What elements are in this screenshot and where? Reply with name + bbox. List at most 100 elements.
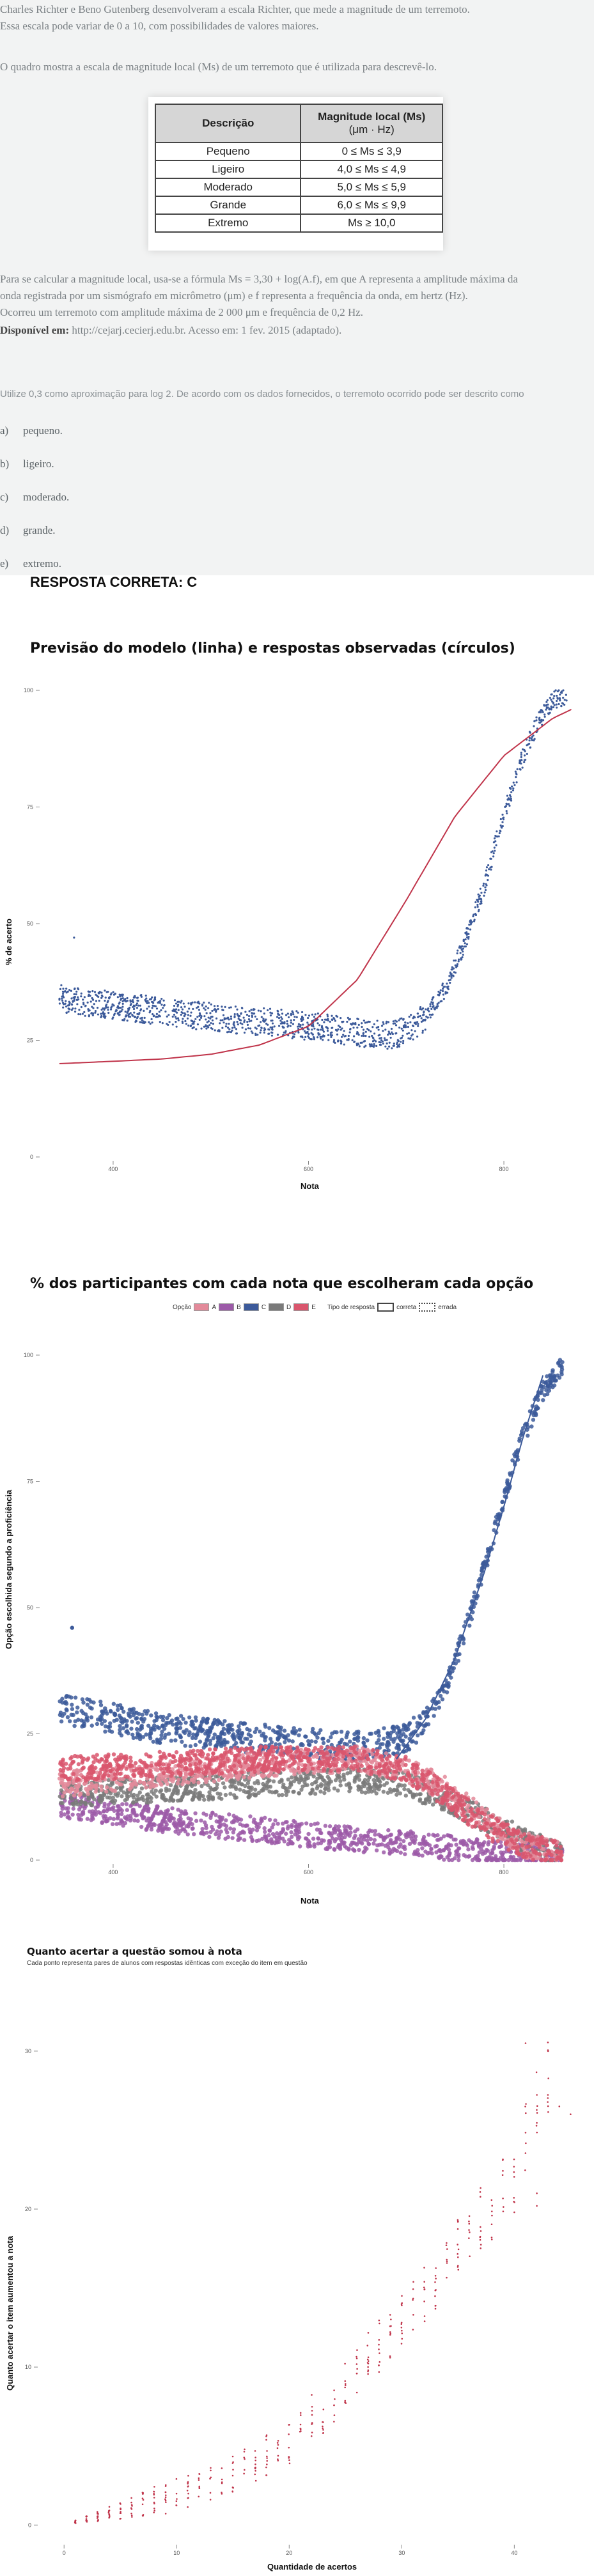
data-point	[207, 1025, 209, 1028]
data-point	[480, 892, 483, 894]
option-point-b	[224, 1824, 229, 1829]
option-point-b	[357, 1847, 361, 1852]
option-point-c	[162, 1735, 167, 1740]
data-point	[299, 1024, 302, 1027]
data-point	[441, 989, 444, 993]
option-point-c	[354, 1730, 359, 1734]
data-point	[281, 1018, 283, 1020]
data-point	[254, 1032, 257, 1035]
option-b[interactable]: b) ligeiro.	[0, 458, 54, 470]
data-point	[341, 1036, 343, 1038]
data-point	[392, 1022, 395, 1025]
data-point	[247, 1018, 251, 1021]
data-point	[370, 1030, 372, 1033]
option-point-d	[420, 1801, 425, 1806]
data-point	[494, 850, 496, 852]
option-point-b	[175, 1824, 180, 1829]
option-point-d	[301, 1784, 305, 1789]
data-point	[451, 966, 453, 968]
data-point	[97, 992, 100, 995]
data-point	[175, 1025, 178, 1028]
option-c[interactable]: c) moderado.	[0, 491, 69, 504]
option-point-c	[129, 1710, 134, 1715]
data-point	[81, 1013, 84, 1015]
option-point-b	[395, 1849, 400, 1854]
data-point	[515, 775, 517, 779]
option-point-c	[189, 1723, 194, 1727]
data-point	[132, 1007, 136, 1011]
option-point-b	[65, 1810, 70, 1815]
data-point	[300, 1018, 302, 1020]
data-point	[120, 993, 123, 996]
option-point-d	[471, 1801, 476, 1805]
data-point	[565, 694, 567, 696]
option-point-d	[105, 1795, 110, 1800]
option-point-b	[470, 1845, 475, 1849]
option-point-b	[107, 1807, 112, 1812]
data-point	[556, 694, 558, 697]
table-row: Pequeno 0 ≤ Ms ≤ 3,9	[154, 142, 443, 161]
data-point	[158, 1011, 160, 1013]
option-point-d	[286, 1777, 290, 1782]
option-point-a	[305, 1769, 310, 1774]
data-point	[91, 989, 94, 993]
option-point-d	[212, 1787, 216, 1792]
data-point	[371, 1034, 373, 1037]
data-point	[231, 1029, 233, 1032]
data-point	[533, 738, 536, 740]
data-point	[364, 1044, 367, 1047]
data-point	[142, 1020, 145, 1023]
option-point-b	[467, 1854, 472, 1858]
data-point	[80, 992, 82, 995]
data-point	[344, 1034, 347, 1037]
data-point	[140, 1021, 143, 1024]
option-point-d	[327, 1776, 332, 1781]
option-point-b	[267, 1828, 272, 1833]
option-point-c	[437, 1705, 442, 1710]
option-point-c	[269, 1740, 274, 1744]
data-point	[409, 1037, 412, 1040]
data-point	[78, 1009, 81, 1011]
legend-swatch-e	[293, 1303, 309, 1311]
option-e[interactable]: e) extremo.	[0, 557, 61, 570]
option-d[interactable]: d) grande.	[0, 524, 56, 537]
option-point-d	[377, 1787, 381, 1792]
option-letter: b)	[0, 458, 10, 470]
option-point-c	[129, 1726, 134, 1731]
data-point	[497, 835, 500, 838]
y-tick-label: 25	[27, 1037, 33, 1044]
option-point-b	[185, 1832, 190, 1836]
data-point	[489, 866, 492, 869]
legend-swatch-b	[219, 1303, 235, 1311]
data-point	[118, 1006, 121, 1009]
option-point-c	[65, 1715, 70, 1719]
option-point-d	[284, 1792, 289, 1797]
data-point	[263, 1031, 265, 1034]
data-point	[286, 1020, 288, 1023]
option-point-c	[109, 1730, 114, 1734]
option-a[interactable]: a) pequeno.	[0, 424, 63, 437]
data-point	[524, 759, 527, 761]
data-point	[160, 998, 163, 1000]
option-point-a	[144, 1785, 148, 1790]
option-point-d	[148, 1799, 153, 1804]
data-point	[428, 1010, 430, 1013]
data-point	[82, 1002, 85, 1004]
option-point-a	[62, 1790, 66, 1795]
data-point	[80, 995, 82, 998]
option-point-c	[348, 1739, 352, 1744]
option-point-b	[110, 1822, 115, 1826]
data-point	[63, 1003, 65, 1005]
data-point	[528, 731, 531, 733]
data-point	[411, 1024, 414, 1027]
data-point	[356, 1027, 359, 1029]
data-point	[539, 710, 542, 713]
data-point	[405, 1026, 407, 1028]
option-point-a	[316, 1769, 321, 1773]
option-point-b	[420, 1846, 425, 1851]
option-point-a	[272, 1773, 277, 1778]
data-point	[379, 1037, 381, 1040]
source-link[interactable]: http://cejarj.cecierj.edu.br. Acesso em:…	[69, 324, 342, 336]
data-point	[235, 1028, 238, 1030]
option-point-d	[418, 1792, 423, 1797]
